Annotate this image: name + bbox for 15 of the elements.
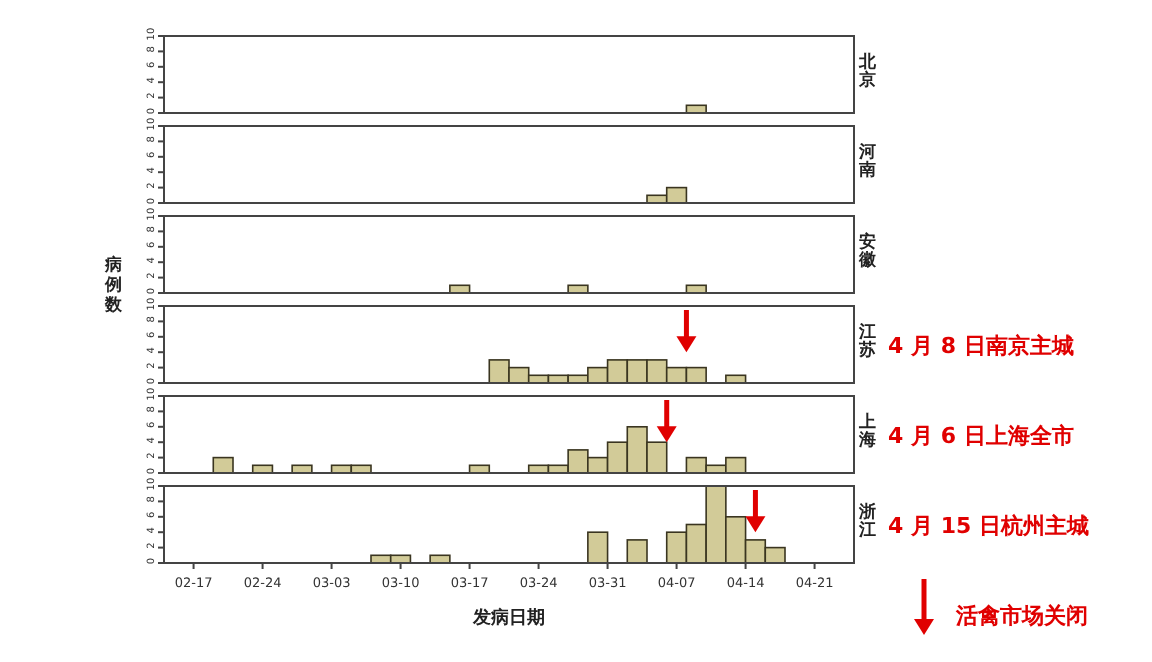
text: 安徽 <box>857 230 879 271</box>
text: 河南 <box>857 140 877 181</box>
text: 北京 <box>857 50 879 91</box>
text: 江苏 <box>857 320 877 361</box>
ref-line-label: 4 月 15 日杭州主城 <box>888 512 1089 539</box>
bar <box>429 554 451 564</box>
y-axis-title: 病例数 <box>103 254 125 316</box>
bar <box>587 531 609 564</box>
text: 上海 <box>857 410 877 451</box>
bar <box>626 539 648 564</box>
text: 活禽市场关闭 <box>954 603 1088 629</box>
ref-line-label: 4 月 8 日南京主城 <box>888 332 1074 359</box>
ref-line-label: 4 月 6 日上海全市 <box>888 422 1074 449</box>
text: 浙江 <box>857 500 877 541</box>
x-axis-title: 发病日期 <box>471 607 545 629</box>
